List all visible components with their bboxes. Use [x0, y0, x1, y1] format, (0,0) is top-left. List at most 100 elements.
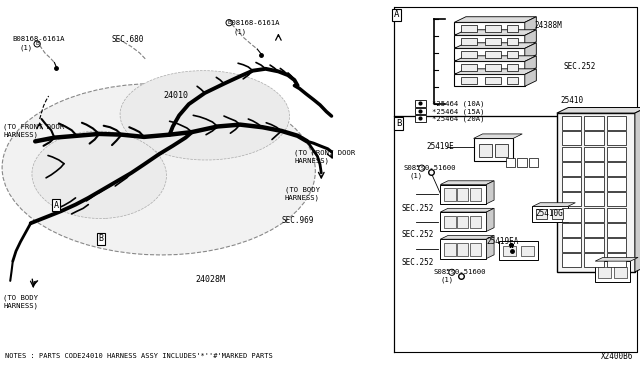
Bar: [607, 147, 626, 161]
Bar: [485, 64, 501, 71]
Polygon shape: [635, 108, 640, 272]
Bar: [457, 188, 468, 201]
Bar: [485, 51, 501, 58]
Text: X2400B6: X2400B6: [601, 352, 634, 361]
Text: (1): (1): [19, 44, 33, 51]
Text: 25419E: 25419E: [427, 142, 454, 151]
Bar: [607, 192, 626, 206]
Bar: [584, 162, 604, 176]
Bar: [454, 48, 525, 60]
Bar: [454, 35, 525, 47]
Text: 25419EA: 25419EA: [486, 237, 519, 246]
Bar: [562, 208, 581, 222]
Bar: [474, 138, 513, 161]
Text: (TO FRONT DOOR: (TO FRONT DOOR: [3, 123, 65, 130]
Bar: [506, 158, 515, 167]
Text: S08540-51600: S08540-51600: [403, 165, 456, 171]
Bar: [517, 158, 527, 167]
Bar: [457, 216, 468, 228]
Polygon shape: [532, 203, 575, 206]
Text: SEC.252: SEC.252: [402, 204, 435, 213]
Bar: [503, 246, 516, 256]
Polygon shape: [440, 181, 494, 185]
Bar: [461, 64, 477, 71]
Polygon shape: [525, 56, 536, 73]
Bar: [536, 209, 547, 219]
Text: 24010: 24010: [163, 92, 188, 100]
Text: 24028M: 24028M: [195, 275, 225, 284]
Bar: [584, 253, 604, 267]
Polygon shape: [486, 181, 494, 204]
Bar: [461, 38, 477, 45]
Bar: [485, 25, 501, 32]
Text: A: A: [394, 10, 399, 19]
Ellipse shape: [120, 71, 289, 160]
Text: S: S: [420, 166, 424, 171]
Text: SEC.969: SEC.969: [282, 216, 314, 225]
Bar: [562, 177, 581, 191]
Bar: [415, 115, 426, 122]
Polygon shape: [486, 235, 494, 259]
Bar: [415, 108, 426, 114]
Bar: [507, 25, 518, 32]
Text: S08540-51600: S08540-51600: [434, 269, 486, 275]
Text: (1): (1): [234, 28, 247, 35]
Polygon shape: [454, 56, 536, 61]
Bar: [562, 192, 581, 206]
Bar: [444, 216, 456, 228]
Text: SEC.252: SEC.252: [402, 258, 435, 267]
Bar: [607, 116, 626, 130]
Text: B: B: [35, 41, 39, 46]
Text: (1): (1): [440, 276, 454, 283]
Bar: [607, 177, 626, 191]
Text: (TO BODY: (TO BODY: [3, 294, 38, 301]
Text: HARNESS): HARNESS): [294, 157, 330, 164]
Bar: [595, 261, 630, 282]
Polygon shape: [454, 43, 536, 48]
Text: HARNESS): HARNESS): [3, 302, 38, 309]
Bar: [614, 267, 627, 278]
Polygon shape: [525, 30, 536, 47]
Bar: [562, 253, 581, 267]
Bar: [461, 51, 477, 58]
Polygon shape: [454, 30, 536, 35]
Text: 25410G: 25410G: [535, 209, 563, 218]
Bar: [562, 116, 581, 130]
Polygon shape: [595, 257, 638, 261]
Bar: [607, 238, 626, 252]
Bar: [562, 162, 581, 176]
Bar: [607, 223, 626, 237]
Text: B08168-6161A: B08168-6161A: [13, 36, 65, 42]
Bar: [552, 209, 563, 219]
Text: 25410: 25410: [560, 96, 583, 105]
Bar: [440, 212, 486, 231]
Polygon shape: [525, 17, 536, 34]
Bar: [470, 216, 481, 228]
Polygon shape: [486, 208, 494, 231]
Text: *25464 (20A): *25464 (20A): [432, 116, 484, 122]
Bar: [461, 25, 477, 32]
Bar: [444, 188, 456, 201]
Bar: [562, 147, 581, 161]
Bar: [485, 77, 501, 84]
Bar: [499, 241, 538, 260]
Bar: [584, 116, 604, 130]
Text: 24388M: 24388M: [534, 21, 562, 30]
Bar: [532, 206, 568, 222]
Bar: [562, 238, 581, 252]
Bar: [607, 253, 626, 267]
Bar: [584, 223, 604, 237]
Bar: [440, 239, 486, 259]
Bar: [415, 100, 426, 107]
Bar: [461, 77, 477, 84]
Text: B: B: [227, 20, 231, 25]
Text: (TO BODY: (TO BODY: [285, 186, 320, 193]
Polygon shape: [454, 17, 536, 22]
Polygon shape: [440, 235, 494, 239]
Ellipse shape: [2, 84, 316, 255]
Bar: [454, 74, 525, 86]
Text: SEC.252: SEC.252: [402, 230, 435, 239]
Bar: [607, 208, 626, 222]
Text: A: A: [54, 201, 59, 210]
Bar: [584, 238, 604, 252]
